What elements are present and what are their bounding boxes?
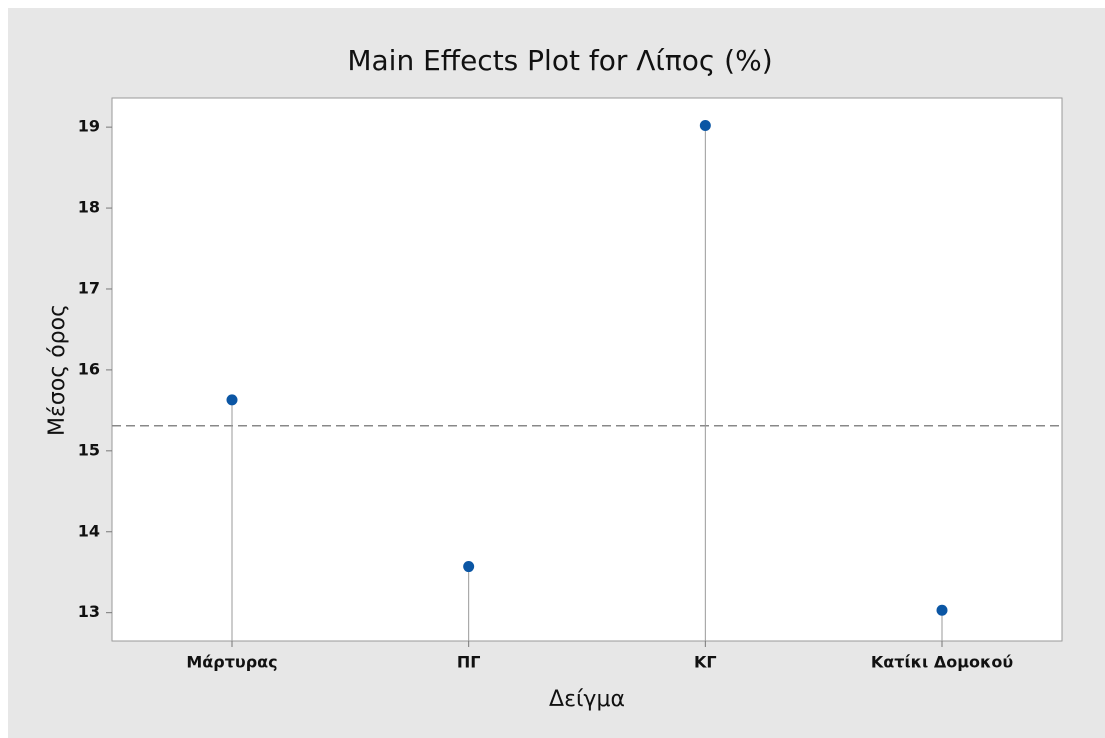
- chart-title: Main Effects Plot for Λίπος (%): [347, 44, 772, 77]
- x-axis-label: Δείγμα: [549, 687, 625, 712]
- y-tick-label: 16: [78, 359, 100, 378]
- y-tick-label: 13: [78, 602, 100, 621]
- x-tick-label: Μάρτυρας: [186, 653, 277, 672]
- y-tick-label: 18: [78, 198, 100, 217]
- y-axis-label: Μέσος όρος: [45, 304, 70, 436]
- y-tick-label: 17: [78, 278, 100, 297]
- y-tick-label: 19: [78, 117, 100, 136]
- x-tick-label: Κατίκι Δομοκού: [871, 653, 1014, 672]
- x-tick-label: ΠΓ: [457, 653, 481, 672]
- plot-area: [111, 97, 1063, 642]
- point: [936, 604, 948, 616]
- point: [463, 561, 475, 573]
- x-tick-label: ΚΓ: [694, 653, 717, 672]
- point: [226, 394, 238, 406]
- y-tick-label: 14: [78, 521, 100, 540]
- point: [699, 120, 711, 132]
- y-tick-label: 15: [78, 440, 100, 459]
